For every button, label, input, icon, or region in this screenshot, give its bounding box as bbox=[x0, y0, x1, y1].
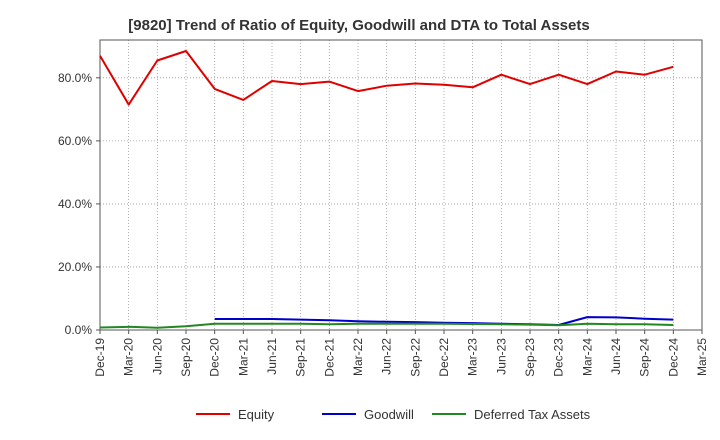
legend-label-goodwill: Goodwill bbox=[364, 407, 414, 422]
plot-frame bbox=[99, 39, 703, 331]
x-tick-label: Dec-23 bbox=[552, 338, 566, 377]
x-tick-label: Mar-21 bbox=[236, 338, 250, 376]
x-tick-label: Jun-23 bbox=[494, 338, 508, 375]
x-tick-label: Sep-23 bbox=[523, 338, 537, 377]
x-tick-label: Mar-23 bbox=[466, 338, 480, 376]
axis-layer: 0.0% 20.0% 40.0% 60.0% 80.0% Dec-19 Mar-20 Jun-… bbox=[58, 39, 709, 377]
y-tick-label: 60.0% bbox=[58, 134, 92, 148]
x-tick-label: Mar-24 bbox=[580, 338, 594, 376]
y-tick-label: 80.0% bbox=[58, 71, 92, 85]
x-tick-label: Jun-21 bbox=[265, 338, 279, 375]
x-tick-label: Sep-21 bbox=[294, 338, 308, 377]
x-tick-label: Jun-24 bbox=[609, 338, 623, 375]
x-tick-label: Dec-24 bbox=[666, 338, 680, 377]
legend: Equity Goodwill Deferred Tax Assets bbox=[196, 407, 591, 422]
legend-label-equity: Equity bbox=[238, 407, 275, 422]
x-tick-label: Sep-20 bbox=[179, 338, 193, 377]
y-tick-label: 20.0% bbox=[58, 260, 92, 274]
x-tick-label: Mar-22 bbox=[351, 338, 365, 376]
x-tick-label: Dec-21 bbox=[322, 338, 336, 377]
series-layer bbox=[99, 50, 674, 329]
x-tick-label: Dec-20 bbox=[208, 338, 222, 377]
x-tick-label: Mar-25 bbox=[695, 338, 709, 376]
y-tick-label: 0.0% bbox=[65, 323, 93, 337]
deferred-tax-assets-line bbox=[99, 322, 674, 329]
legend-label-deferred-tax-assets: Deferred Tax Assets bbox=[474, 407, 591, 422]
y-tick-label: 40.0% bbox=[58, 197, 92, 211]
grid-layer bbox=[100, 40, 702, 330]
x-tick-label: Jun-20 bbox=[150, 338, 164, 375]
x-tick-label: Sep-24 bbox=[638, 338, 652, 377]
x-tick-label: Dec-19 bbox=[93, 338, 107, 377]
chart-title: [9820] Trend of Ratio of Equity, Goodwil… bbox=[128, 17, 589, 34]
x-tick-label: Mar-20 bbox=[122, 338, 136, 376]
x-tick-label: Dec-22 bbox=[437, 338, 451, 377]
equity-line bbox=[99, 50, 674, 106]
x-tick-label: Sep-22 bbox=[408, 338, 422, 377]
x-tick-label: Jun-22 bbox=[380, 338, 394, 375]
